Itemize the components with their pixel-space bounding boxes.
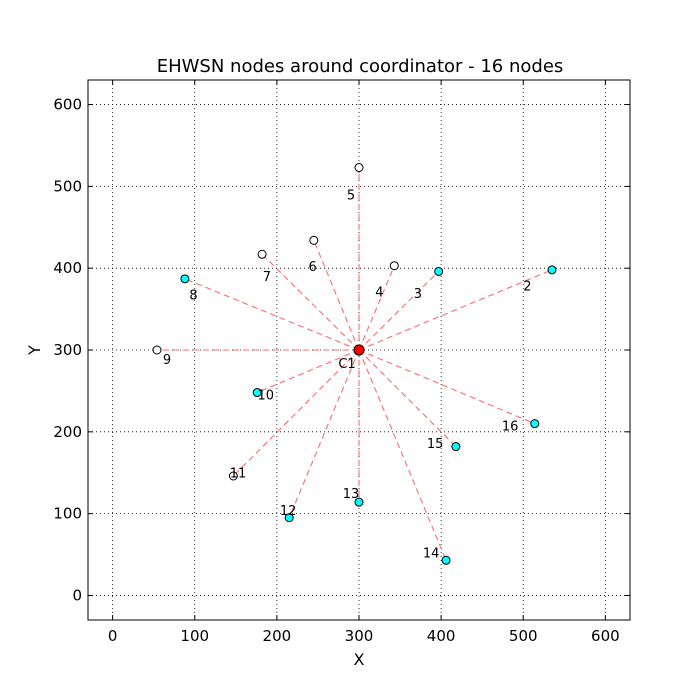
- y-tick-label: 0: [72, 586, 82, 604]
- node-label: 12: [280, 504, 297, 519]
- x-tick-label: 100: [180, 627, 209, 645]
- x-tick-label: 0: [108, 627, 118, 645]
- node-label: 3: [414, 287, 422, 302]
- node-labels: 2 3 4 5 6 7 8 9 10 11 12 13 14 15 16 C1: [163, 189, 532, 562]
- node-point: [258, 250, 266, 258]
- node-point: [355, 164, 363, 172]
- node-label: 14: [423, 547, 440, 562]
- x-tick-label: 400: [427, 627, 456, 645]
- node-point: [181, 275, 189, 283]
- node-label: 16: [502, 420, 519, 435]
- y-tick-label: 300: [53, 341, 82, 359]
- x-tick-label: 300: [345, 627, 374, 645]
- link-line: [359, 350, 535, 424]
- node-label: 4: [375, 285, 383, 300]
- node-point: [531, 420, 539, 428]
- chart-title: EHWSN nodes around coordinator - 16 node…: [157, 56, 564, 77]
- node-point: [435, 267, 443, 275]
- node-label: 6: [309, 260, 317, 275]
- y-axis-label: Y: [25, 345, 44, 356]
- node-label: 9: [163, 353, 171, 368]
- node-label: 15: [427, 437, 444, 452]
- node-point: [548, 266, 556, 274]
- node-label: 10: [258, 389, 275, 404]
- node-label: 13: [343, 487, 360, 502]
- node-label: 5: [347, 189, 355, 204]
- node-point: [390, 262, 398, 270]
- x-tick-label: 200: [263, 627, 292, 645]
- x-tick-label: 500: [509, 627, 538, 645]
- y-tick-label: 600: [53, 96, 82, 114]
- x-axis-label: X: [354, 650, 365, 669]
- node-label: 8: [189, 289, 197, 304]
- link-line: [185, 279, 359, 350]
- link-line: [359, 271, 439, 350]
- coordinator-label: C1: [338, 357, 355, 372]
- link-line: [314, 240, 359, 350]
- node-label: 11: [230, 466, 247, 481]
- node-point: [442, 556, 450, 564]
- x-tick-label: 600: [591, 627, 620, 645]
- y-tick-label: 100: [53, 505, 82, 523]
- y-tick-label: 400: [53, 259, 82, 277]
- y-tick-label: 200: [53, 423, 82, 441]
- node-label: 2: [523, 280, 531, 295]
- node-label: 7: [263, 270, 271, 285]
- node-point: [452, 443, 460, 451]
- y-tick-label: 500: [53, 177, 82, 195]
- node-point: [153, 346, 161, 354]
- node-point: [310, 236, 318, 244]
- coordinator-point: [354, 345, 364, 355]
